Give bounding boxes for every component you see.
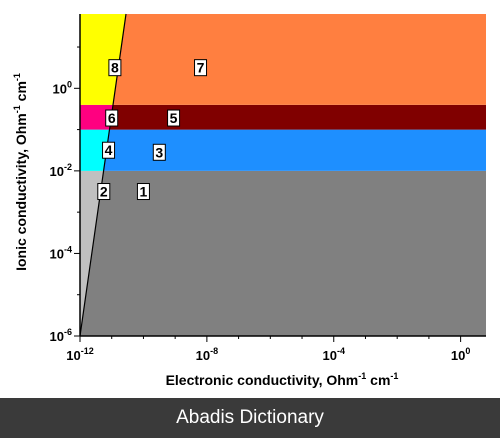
region-label-text: 5 [170, 110, 178, 126]
region-label-6: 6 [105, 109, 119, 127]
footer-text: Abadis Dictionary [176, 407, 324, 428]
regions-layer [80, 14, 487, 336]
region-3 [103, 129, 486, 171]
region-label-text: 1 [140, 184, 148, 200]
region-label-text: 6 [108, 110, 116, 126]
chart: 10-12 10-8 10-4 100 10-6 10-4 10-2 100 1 2 3 4 5 6 7 8… [12, 13, 487, 388]
region-labels: 1 2 3 4 5 6 7 8 [97, 59, 208, 201]
region-7 [113, 14, 487, 105]
x-axis-label: Electronic conductivity, Ohm-1 cm-1 [166, 371, 399, 388]
region-label-text: 7 [197, 60, 205, 76]
region-label-box [108, 59, 122, 77]
region-label-text: 4 [105, 142, 113, 158]
region-1 [80, 170, 486, 336]
region-label-box [194, 59, 208, 77]
region-label-box [105, 109, 119, 127]
region-4 [80, 129, 110, 171]
region-label-5: 5 [167, 109, 181, 127]
region-label-text: 2 [100, 184, 108, 200]
region-label-3: 3 [152, 143, 166, 161]
y-tick-label: 10-4 [50, 244, 72, 261]
region-8 [80, 14, 126, 105]
region-label-8: 8 [108, 59, 122, 77]
region-label-4: 4 [102, 141, 116, 159]
y-tick-label: 10-6 [50, 327, 72, 344]
y-tick-label: 10-2 [50, 162, 72, 179]
y-tick-label: 100 [53, 79, 72, 96]
ticks-layer: 10-12 10-8 10-4 100 10-6 10-4 10-2 100 [50, 46, 470, 363]
region-5 [109, 104, 486, 130]
region-6 [80, 104, 114, 130]
footer-banner: Abadis Dictionary [0, 398, 500, 438]
region-label-box [136, 183, 150, 201]
region-label-box [167, 109, 181, 127]
region-label-box [97, 183, 111, 201]
x-tick-label: 100 [451, 346, 470, 363]
region-label-1: 1 [136, 183, 150, 201]
region-label-2: 2 [97, 183, 111, 201]
x-tick-label: 10-8 [196, 346, 218, 363]
region-label-box [102, 141, 116, 159]
region-label-box [152, 143, 166, 161]
x-tick-label: 10-12 [66, 346, 93, 363]
y-axis-label: Ionic conductivity, Ohm-1 cm-1 [12, 73, 29, 271]
x-tick-label: 10-4 [323, 346, 345, 363]
region-label-text: 3 [155, 144, 163, 160]
region-label-text: 8 [111, 60, 119, 76]
region-label-7: 7 [194, 59, 208, 77]
